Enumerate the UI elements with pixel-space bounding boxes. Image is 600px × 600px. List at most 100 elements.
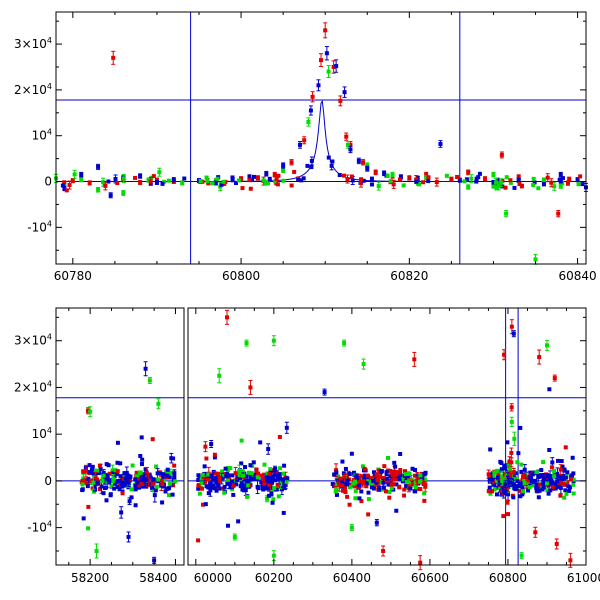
bottom-season-0-point-241: [154, 484, 159, 489]
bottom-season-1-point-511: [267, 471, 272, 476]
top-red-point-12: [289, 159, 294, 166]
bottom-season-3-point-1010: [528, 470, 533, 486]
bottom-season-3-point-938: [552, 474, 557, 479]
bottom-season-3-point-842: [554, 471, 559, 476]
bottom-season-1-point-332: [264, 483, 269, 488]
bottom-season-0-point-97: [81, 516, 86, 521]
top-baseline-point-71: [234, 181, 239, 186]
bottom-season-2-point-763: [398, 451, 403, 456]
top-baseline-point-108: [359, 177, 364, 182]
bottom-season-1-point-514: [266, 486, 271, 491]
bottom-season-3-point-1026: [568, 476, 573, 481]
bottom-season-3-point-846: [563, 445, 568, 450]
bottom-season-2-point-643: [400, 479, 405, 484]
bottom-outlier-28: [554, 538, 559, 550]
bottom-season-3-point-880: [570, 455, 575, 460]
top-baseline-point-138: [503, 185, 508, 190]
bottom-season-0-point-57: [165, 467, 170, 472]
top-baseline-point-64: [494, 177, 499, 187]
bottom-season-1-point-442: [235, 478, 240, 483]
bottom-season-2-point-774: [389, 482, 394, 487]
bottom-season-3-point-946: [549, 465, 554, 470]
bottom-season-1-point-382: [208, 481, 213, 486]
top-baseline-point-8: [299, 178, 304, 183]
bottom-season-2-point-640: [369, 485, 374, 490]
bottom-season-3-point-875: [497, 480, 502, 485]
top-baseline-point-28: [265, 181, 270, 186]
bottom-season-0-point-249: [165, 473, 170, 478]
bottom-season-0-point-177: [115, 440, 120, 445]
bottom-season-1-point-493: [246, 470, 251, 475]
top-ytick-label-3: 2×104: [14, 82, 52, 97]
bottom-panel-data-points: [79, 309, 576, 571]
bottom-outlier-16: [361, 358, 366, 370]
bottom-season-3-point-863: [545, 488, 550, 493]
bottom-season-0-point-108: [83, 478, 88, 483]
bottom-season-2-point-695: [341, 471, 346, 476]
bottom-season-2-point-663: [354, 473, 359, 478]
bottom-panel-full-lightcurve: 58200 58400 60000 60200 60400 60600 60800 61000…: [14, 307, 600, 585]
top-baseline-point-32: [532, 180, 537, 185]
top-blue-point-19: [342, 86, 347, 98]
top-panel-zoom: 60780 60800 60820 60840 -104 0 104 2×104 3×104: [14, 11, 597, 283]
top-panel-frame: [55, 11, 587, 265]
top-baseline-point-53: [219, 182, 224, 187]
top-baseline-point-66: [151, 174, 156, 179]
bottom-season-2-point-768: [334, 470, 339, 475]
bottom-season-2-point-692: [422, 491, 427, 496]
bottom-event-point-36: [507, 477, 512, 488]
bottom-season-2-point-779: [365, 473, 370, 478]
top-red-point-32: [556, 209, 561, 218]
bottom-panel-frame-left: [55, 307, 185, 566]
bottom-season-3-point-960: [541, 473, 546, 478]
top-red-point-17: [331, 60, 336, 74]
bottom-season-1-point-419: [252, 472, 257, 477]
bottom-season-0-point-202: [112, 486, 117, 491]
bottom-season-1-point-366: [203, 441, 208, 453]
bottom-season-2-point-617: [389, 486, 394, 491]
bottom-season-1-point-494: [231, 492, 236, 497]
bottom-season-3-point-978: [527, 485, 532, 490]
top-blue-point-30: [516, 177, 521, 183]
bottom-season-2-point-753: [377, 487, 382, 492]
bottom-season-3-point-958: [519, 462, 524, 467]
bottom-season-1-point-384: [238, 484, 243, 489]
bottom-season-3-point-807: [505, 440, 510, 445]
bottom-seg1-xtick-label-1: 60200: [255, 571, 293, 585]
top-baseline-point-106: [385, 174, 390, 179]
bottom-season-3-point-926: [490, 480, 495, 485]
bottom-season-0-point-123: [82, 480, 87, 485]
bottom-seg1-xtick-label-5: 61000: [567, 571, 600, 585]
top-baseline-point-126: [292, 169, 297, 174]
top-baseline-point-121: [499, 178, 504, 188]
bottom-season-2-point-767: [351, 481, 356, 486]
bottom-season-1-point-459: [212, 486, 217, 491]
bottom-season-3-point-1014: [499, 468, 504, 473]
bottom-season-0-point-210: [165, 486, 170, 491]
top-baseline-point-43: [166, 178, 171, 183]
bottom-season-1-point-512: [264, 475, 269, 480]
bottom-season-0-point-200: [115, 472, 120, 477]
bottom-season-0-point-248: [150, 482, 155, 487]
bottom-season-1-point-497: [275, 474, 280, 479]
bottom-ytick-label-1: 0: [44, 474, 52, 488]
bottom-season-0-point-224: [172, 469, 177, 478]
bottom-season-1-point-381: [212, 452, 217, 457]
bottom-season-1-point-398: [262, 462, 267, 467]
top-baseline-point-67: [198, 178, 203, 183]
bottom-season-3-point-990: [511, 495, 516, 500]
bottom-season-1-point-489: [234, 482, 239, 487]
bottom-season-0-point-63: [90, 486, 95, 491]
bottom-season-1-point-518: [255, 475, 260, 480]
bottom-panel-axes: 58200 58400 60000 60200 60400 60600 60800 61000…: [14, 308, 600, 585]
bottom-season-0-point-232: [105, 473, 110, 478]
bottom-season-2-point-533: [343, 466, 348, 471]
bottom-season-1-point-393: [239, 438, 244, 443]
bottom-season-0-point-221: [138, 470, 143, 475]
top-red-point-11: [272, 171, 277, 178]
bottom-season-1-point-499: [224, 474, 229, 479]
bottom-season-1-point-299: [196, 478, 201, 483]
bottom-outlier-26: [537, 349, 542, 365]
bottom-season-2-point-718: [365, 481, 370, 486]
bottom-season-1-point-516: [259, 473, 264, 478]
